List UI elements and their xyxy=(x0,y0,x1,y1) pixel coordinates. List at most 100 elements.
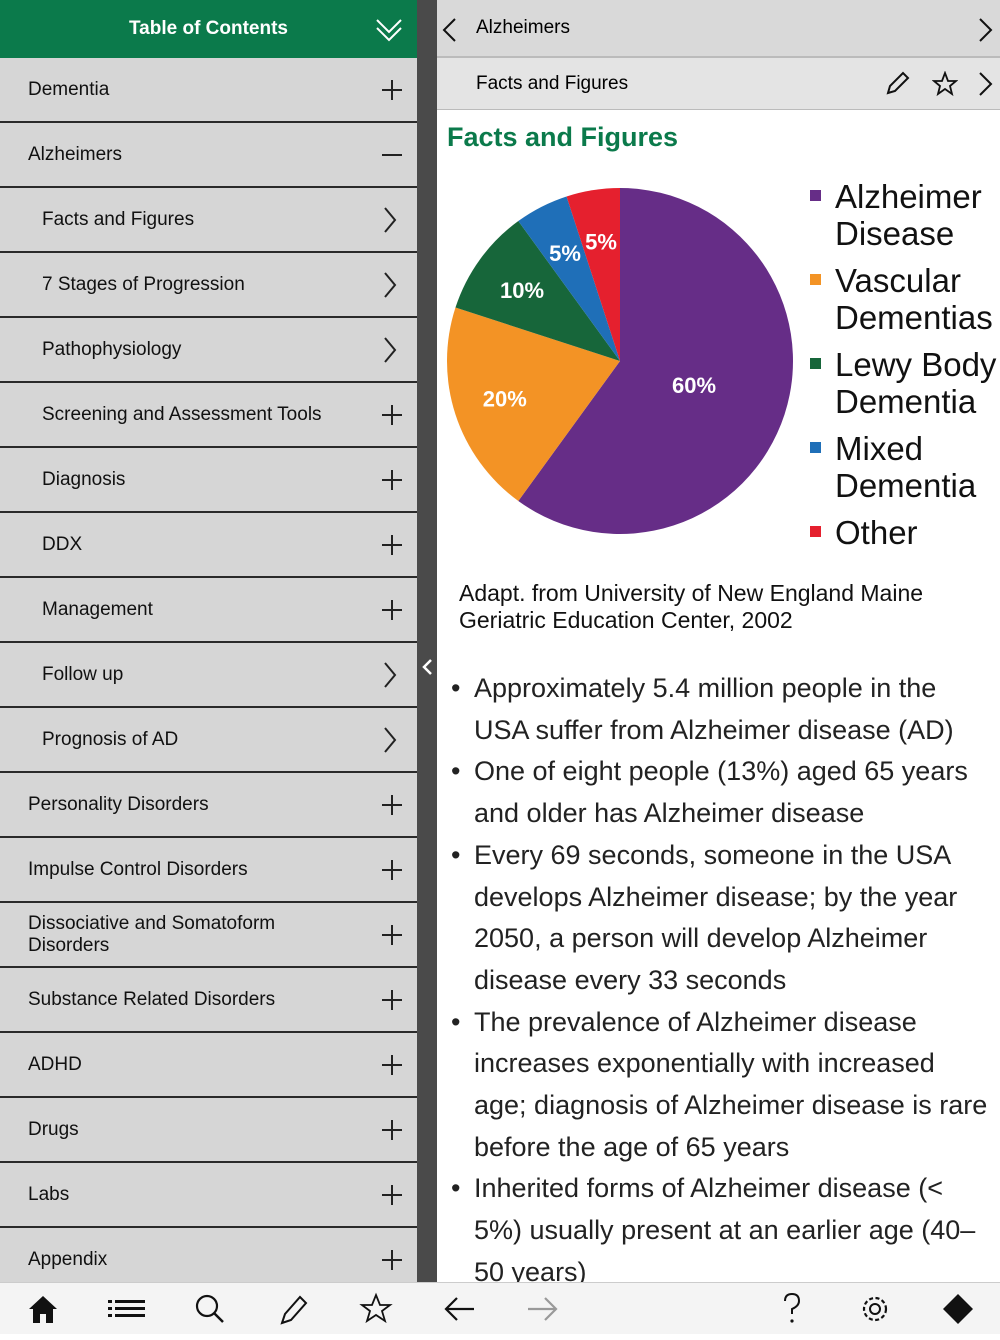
slice-label: 5% xyxy=(549,241,581,266)
next-chapter[interactable] xyxy=(978,17,994,43)
toc-item[interactable]: Follow up xyxy=(0,643,417,708)
toc-item-label: DDX xyxy=(42,533,83,555)
prev-chapter[interactable] xyxy=(441,17,457,43)
toc-item-icon xyxy=(382,924,402,945)
bullet-list: Approximately 5.4 million people in the … xyxy=(451,668,991,1282)
bookmarks-button[interactable] xyxy=(359,1292,393,1324)
toc-item-label: Drugs xyxy=(28,1118,79,1140)
toc-item[interactable]: Labs xyxy=(0,1163,417,1228)
toc-item-label: Labs xyxy=(28,1183,70,1205)
legend: Alzheimer Disease Vascular Dementias Lewy … xyxy=(807,178,997,561)
toc-item[interactable]: Diagnosis xyxy=(0,448,417,513)
bullet-item: Every 69 seconds, someone in the USA dev… xyxy=(451,835,991,1002)
toc-item-label: ADHD xyxy=(28,1053,82,1075)
toc-item-icon xyxy=(384,206,397,233)
toc-item-icon xyxy=(382,79,402,100)
legend-swatch xyxy=(810,274,821,285)
legend-entry: Mixed Dementia xyxy=(807,430,997,504)
settings-button[interactable] xyxy=(862,1296,888,1322)
toc-item-icon xyxy=(382,989,402,1010)
collapse-icon[interactable] xyxy=(375,16,403,42)
legend-label: Lewy Body Dementia xyxy=(835,346,997,420)
toc-item[interactable]: Impulse Control Disorders xyxy=(0,838,417,903)
toolbar-icons xyxy=(29,1292,973,1325)
home-button[interactable] xyxy=(29,1296,57,1323)
toc-item-icon xyxy=(382,1249,402,1270)
toc-item[interactable]: Dissociative and Somatoform Disorders xyxy=(0,903,417,968)
pie-slice xyxy=(455,221,620,361)
legend-label: Alzheimer Disease xyxy=(835,178,982,252)
collapse-arrow[interactable] xyxy=(421,658,433,676)
toc-item[interactable]: Pathophysiology xyxy=(0,318,417,383)
toc-item[interactable]: Prognosis of AD xyxy=(0,708,417,773)
toc-item[interactable]: 7 Stages of Progression xyxy=(0,253,417,318)
toc-item-label: Management xyxy=(42,598,153,620)
slice-label: 10% xyxy=(500,278,544,303)
toc-item[interactable]: Substance Related Disorders xyxy=(0,968,417,1033)
legend-swatch xyxy=(810,442,821,453)
sidebar-title: Table of Contents xyxy=(128,18,289,39)
toc-item-label: Follow up xyxy=(42,663,124,685)
toc-item[interactable]: Management xyxy=(0,578,417,643)
section-title: Facts and Figures xyxy=(476,72,629,94)
toc-item[interactable]: Screening and Assessment Tools xyxy=(0,383,417,448)
toolbar xyxy=(0,1282,1000,1334)
toc-item-icon xyxy=(384,726,397,753)
toc-item-icon xyxy=(382,153,402,156)
toc-item[interactable]: Drugs xyxy=(0,1098,417,1163)
pie-slice xyxy=(518,196,620,361)
toc-item-icon xyxy=(384,336,397,363)
edit-button[interactable] xyxy=(884,71,910,97)
pie-slice xyxy=(566,188,620,361)
toc-item-label: Personality Disorders xyxy=(28,793,209,815)
toc-list: Dementia Alzheimers Facts and Figures 7 Sta… xyxy=(0,58,417,1282)
toc-item-label: 7 Stages of Progression xyxy=(42,273,245,295)
content-heading: Facts and Figures xyxy=(447,122,679,152)
legend-swatch xyxy=(810,358,821,369)
help-button[interactable] xyxy=(784,1292,801,1323)
legend-swatch xyxy=(810,526,821,537)
next-section[interactable] xyxy=(978,71,994,97)
toc-item-icon xyxy=(384,661,397,688)
chapter-title: Alzheimers xyxy=(476,17,570,38)
toc-item-label: Dissociative and Somatoform Disorders xyxy=(28,912,276,956)
toc-item-icon xyxy=(382,859,402,880)
toc-item-label: Diagnosis xyxy=(42,468,126,490)
toc-item-label: Pathophysiology xyxy=(42,338,182,360)
toc-item-icon xyxy=(382,1184,402,1205)
bullet-item: Inherited forms of Alzheimer disease (< … xyxy=(451,1168,991,1282)
sidebar: Table of Contents Dementia Alzheimers Fact… xyxy=(0,0,417,1282)
toc-item-icon xyxy=(382,404,402,425)
search-button[interactable] xyxy=(195,1294,224,1323)
toc-item[interactable]: Appendix xyxy=(0,1228,417,1282)
toc-item[interactable]: DDX xyxy=(0,513,417,578)
toc-item[interactable]: Alzheimers xyxy=(0,123,417,188)
forward-button[interactable] xyxy=(528,1297,558,1321)
panel-divider[interactable] xyxy=(417,0,437,1282)
toc-item[interactable]: Personality Disorders xyxy=(0,773,417,838)
bullet-item: One of eight people (13%) aged 65 years … xyxy=(451,751,991,834)
store-button[interactable] xyxy=(943,1294,973,1324)
back-button[interactable] xyxy=(444,1297,474,1321)
notes-button[interactable] xyxy=(280,1295,308,1325)
pie-slice xyxy=(518,188,794,534)
toc-item-label: Facts and Figures xyxy=(42,208,195,230)
toc-item-label: Screening and Assessment Tools xyxy=(42,403,322,425)
toc-item-icon xyxy=(382,534,402,555)
bullet-item: Approximately 5.4 million people in the … xyxy=(451,668,991,751)
toc-item-icon xyxy=(382,794,402,815)
legend-swatch xyxy=(810,190,821,201)
toc-button[interactable] xyxy=(108,1300,145,1317)
legend-label: Vascular Dementias xyxy=(835,262,993,336)
bookmark-button[interactable] xyxy=(932,71,958,97)
legend-entry: Lewy Body Dementia xyxy=(807,346,997,420)
sidebar-header[interactable]: Table of Contents xyxy=(0,0,417,58)
toc-item[interactable]: Dementia xyxy=(0,58,417,123)
toc-item[interactable]: ADHD xyxy=(0,1033,417,1098)
legend-entry: Alzheimer Disease xyxy=(807,178,997,252)
toc-item-label: Alzheimers xyxy=(28,143,122,165)
chart-caption: Adapt. from University of New England Ma… xyxy=(459,580,924,633)
toc-item[interactable]: Facts and Figures xyxy=(0,188,417,253)
chapter-bar: Alzheimers xyxy=(437,0,1000,58)
